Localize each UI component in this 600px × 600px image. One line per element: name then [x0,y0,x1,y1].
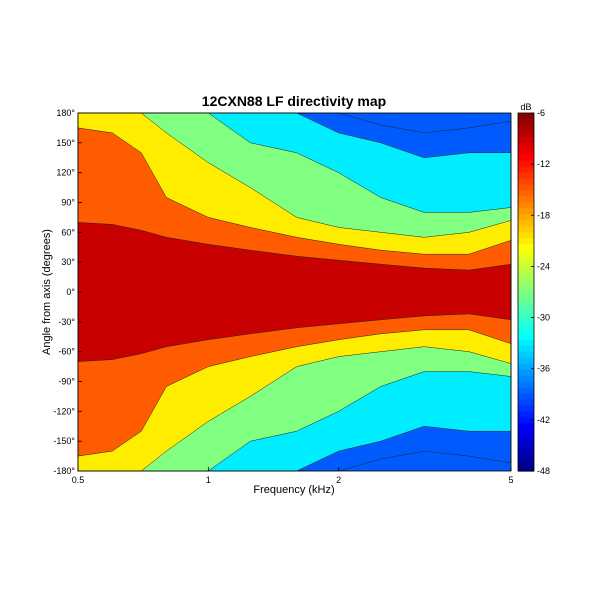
colorbar-segment [518,297,534,305]
colorbar-segment [518,202,534,210]
y-axis-label: Angle from axis (degrees) [41,229,53,355]
colorbar-segment [518,130,534,138]
colorbar-segment [518,375,534,383]
heatmap-plot-area [77,112,512,472]
colorbar-segment [518,333,534,341]
colorbar-segment [518,309,534,317]
colorbar-segment [518,256,534,263]
colorbar-segment [518,399,534,406]
y-tick-label: -60° [58,347,75,357]
chart-title: 12CXN88 LF directivity map [202,93,386,109]
colorbar-segment [518,411,534,418]
colorbar-segment [518,118,534,126]
colorbar-segment [518,178,534,186]
colorbar-tick-label: -30 [537,313,550,323]
y-tick-label: -120° [53,406,75,416]
colorbar-segment [518,393,534,400]
colorbar: -6 -12 -18 -24 -30 -36 -42 -48 [517,108,550,476]
x-axis-ticks: 0.5 1 2 5 [72,467,514,485]
x-tick-label: 0.5 [72,475,85,485]
colorbar-frame [517,112,535,472]
colorbar-segment [518,184,534,192]
x-tick-label: 5 [508,475,513,485]
colorbar-tick-label: -12 [537,159,550,169]
colorbar-segment [518,327,534,335]
colorbar-segment [518,190,534,198]
y-tick-label: 30° [61,257,75,267]
y-tick-label: 120° [56,168,75,178]
colorbar-segment [518,345,534,353]
y-axis-ticks: 180° 150° 120° 90° 60° 30° 0° -30° -60° -90° -120°… [53,108,82,476]
colorbar-segment [518,286,534,293]
colorbar-segment [518,154,534,162]
colorbar-segment [518,435,534,442]
colorbar-segment [518,441,534,448]
colorbar-segment [518,387,534,395]
colorbar-segment [518,226,534,233]
colorbar-segment [518,429,534,436]
y-tick-label: 60° [61,227,75,237]
colorbar-tick-label: -18 [537,210,550,220]
colorbar-segment [518,166,534,174]
y-tick-label: -180° [53,466,75,476]
colorbar-segment [518,292,534,299]
colorbar-segment [518,315,534,323]
colorbar-segment [518,196,534,204]
colorbar-segment [518,160,534,168]
colorbar-tick-label: -24 [537,261,550,271]
colorbar-segment [518,124,534,132]
colorbar-segment [518,232,534,239]
colorbar-segment [518,303,534,311]
colorbar-segment [518,351,534,359]
colorbar-segment [518,459,534,466]
y-tick-label: 150° [56,138,75,148]
colorbar-segment [518,220,534,227]
colorbar-unit-label: dB [520,102,531,112]
colorbar-segment [518,381,534,389]
y-tick-label: 180° [56,108,75,118]
y-tick-label: -90° [58,377,75,387]
colorbar-segment [518,405,534,412]
y-tick-label: 0° [66,287,75,297]
colorbar-segment [518,453,534,460]
x-axis-label: Frequency (kHz) [253,484,334,496]
y-tick-label: 90° [61,198,75,208]
colorbar-segment [518,268,534,275]
y-tick-label: -150° [53,436,75,446]
colorbar-segment [518,214,534,221]
x-tick-label: 2 [336,475,341,485]
colorbar-segment [518,417,534,424]
x-tick-label: 1 [206,475,211,485]
colorbar-segment [518,113,534,120]
colorbar-segment [518,250,534,257]
colorbar-segment [518,423,534,430]
colorbar-segment [518,136,534,144]
y-tick-label: -30° [58,317,75,327]
colorbar-segment [518,369,534,377]
colorbar-segment [518,208,534,216]
colorbar-tick-label: -6 [537,108,545,118]
colorbar-segment [518,339,534,347]
colorbar-segment [518,321,534,329]
colorbar-segment [518,280,534,287]
colorbar-segment [518,148,534,156]
colorbar-segment [518,274,534,281]
colorbar-tick-label: -36 [537,364,550,374]
colorbar-segment [518,142,534,150]
colorbar-segment [518,172,534,180]
colorbar-tick-label: -42 [537,415,550,425]
colorbar-tick-label: -48 [537,466,550,476]
colorbar-segment [518,447,534,454]
colorbar-segment [518,262,534,269]
colorbar-segment [518,465,534,472]
colorbar-segment [518,238,534,245]
colorbar-segment [518,244,534,251]
colorbar-segment [518,363,534,371]
colorbar-segment [518,357,534,365]
